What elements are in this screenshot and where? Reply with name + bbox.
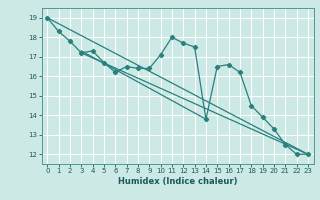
X-axis label: Humidex (Indice chaleur): Humidex (Indice chaleur) bbox=[118, 177, 237, 186]
